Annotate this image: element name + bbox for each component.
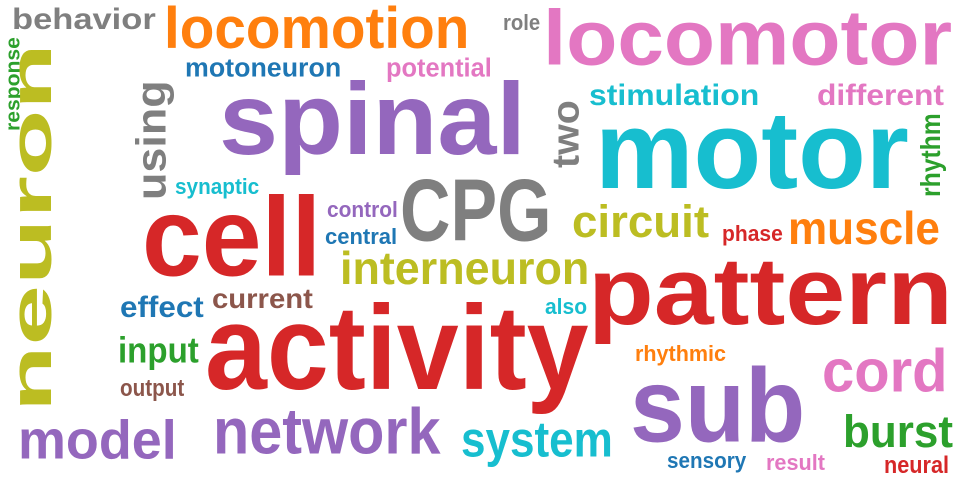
word-input: input	[118, 331, 199, 371]
word-control: control	[327, 197, 398, 223]
word-network: network	[213, 396, 441, 469]
word-role: role	[503, 10, 541, 36]
word-synaptic: synaptic	[175, 174, 260, 200]
word-rhythmic: rhythmic	[635, 341, 726, 367]
word-neuron: neuron	[0, 43, 64, 413]
word-stimulation: stimulation	[589, 78, 760, 112]
word-sub: sub	[630, 349, 806, 466]
word-behavior: behavior	[12, 2, 156, 36]
word-pattern: pattern	[588, 240, 953, 346]
word-rhythm: rhythm	[915, 113, 947, 197]
word-model: model	[18, 410, 177, 471]
word-cell: cell	[142, 177, 322, 301]
word-sensory: sensory	[667, 448, 747, 474]
word-result: result	[766, 450, 825, 476]
word-central: central	[325, 224, 398, 250]
word-motor: motor	[595, 91, 909, 213]
word-two: two	[545, 100, 587, 168]
word-different: different	[817, 78, 944, 112]
word-cord: cord	[822, 339, 948, 405]
word-locomotor: locomotor	[543, 0, 953, 82]
word-output: output	[120, 374, 185, 402]
word-effect: effect	[120, 290, 204, 324]
word-interneuron: interneuron	[340, 243, 590, 295]
word-current: current	[212, 283, 313, 315]
word-circuit: circuit	[572, 197, 710, 248]
word-also: also	[545, 294, 588, 320]
word-potential: potential	[386, 53, 492, 83]
word-locomotion: locomotion	[164, 0, 470, 61]
word-burst: burst	[843, 407, 953, 458]
word-system: system	[461, 412, 613, 468]
word-cpg: CPG	[400, 163, 552, 261]
word-motoneuron: motoneuron	[185, 53, 342, 83]
word-activity: activity	[205, 284, 589, 416]
word-spinal: spinal	[219, 64, 526, 178]
word-phase: phase	[722, 221, 783, 247]
word-neural: neural	[884, 451, 950, 479]
word-muscle: muscle	[788, 203, 940, 255]
